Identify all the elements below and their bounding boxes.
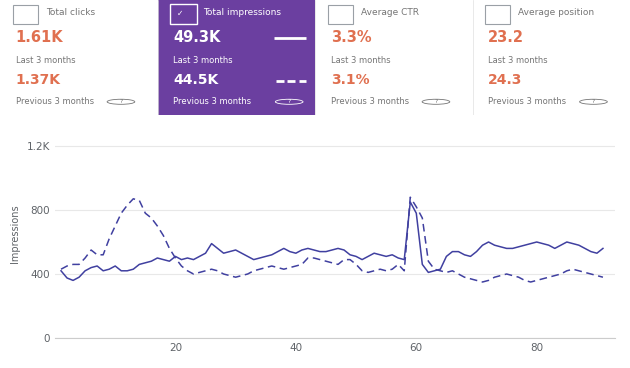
Text: Previous 3 months: Previous 3 months — [331, 97, 409, 106]
Text: 1.37K: 1.37K — [16, 74, 60, 88]
Text: ?: ? — [287, 99, 291, 104]
Text: ?: ? — [592, 99, 595, 104]
Text: ?: ? — [434, 99, 438, 104]
Text: Last 3 months: Last 3 months — [331, 56, 391, 66]
Text: Total impressions: Total impressions — [203, 8, 282, 17]
Bar — [158, 0, 315, 115]
Text: Previous 3 months: Previous 3 months — [16, 97, 94, 106]
Text: 1.61K: 1.61K — [16, 31, 64, 46]
Text: Previous 3 months: Previous 3 months — [173, 97, 251, 106]
FancyBboxPatch shape — [485, 5, 510, 24]
Text: Previous 3 months: Previous 3 months — [488, 97, 566, 106]
Text: Average position: Average position — [518, 8, 595, 17]
Text: Last 3 months: Last 3 months — [173, 56, 233, 66]
FancyBboxPatch shape — [13, 5, 38, 24]
Bar — [0, 0, 158, 115]
Text: Average CTR: Average CTR — [361, 8, 419, 17]
Text: 44.5K: 44.5K — [173, 74, 219, 88]
Text: 49.3K: 49.3K — [173, 31, 220, 46]
Text: 23.2: 23.2 — [488, 31, 524, 46]
Text: Last 3 months: Last 3 months — [16, 56, 76, 66]
Text: ?: ? — [119, 99, 123, 104]
Text: 3.3%: 3.3% — [331, 31, 371, 46]
Y-axis label: Impressions: Impressions — [10, 205, 20, 263]
FancyBboxPatch shape — [170, 4, 197, 24]
Text: Last 3 months: Last 3 months — [488, 56, 548, 66]
Bar — [315, 0, 472, 115]
FancyBboxPatch shape — [328, 5, 353, 24]
Text: 3.1%: 3.1% — [331, 74, 369, 88]
Bar — [472, 0, 630, 115]
Text: Total clicks: Total clicks — [46, 8, 95, 17]
Text: ✓: ✓ — [176, 9, 183, 18]
Text: 24.3: 24.3 — [488, 74, 523, 88]
